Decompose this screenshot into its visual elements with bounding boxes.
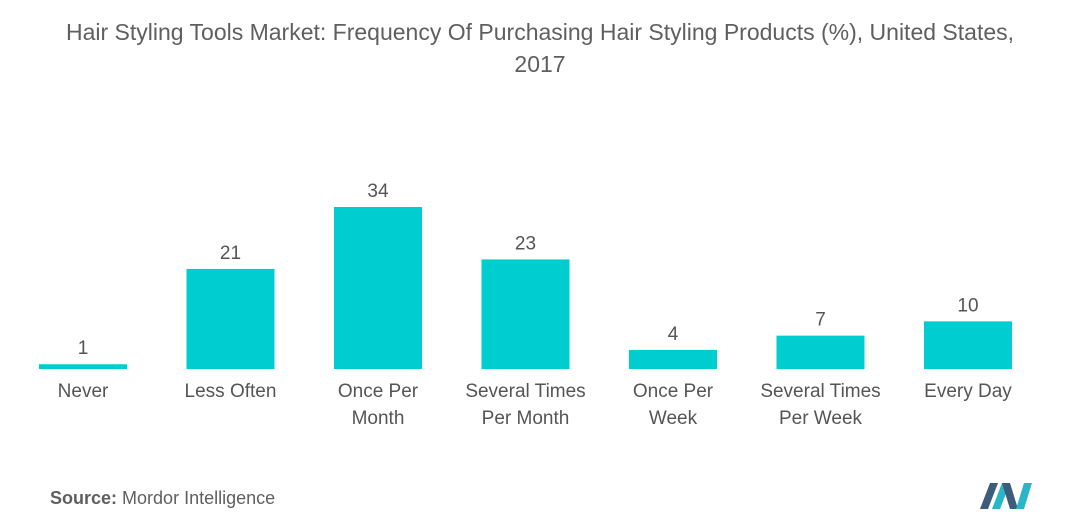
category-label-line: Every Day — [924, 381, 1012, 402]
category-label-line: Never — [58, 381, 109, 402]
category-label-3: Several Times Per Month — [465, 381, 585, 429]
bar-2 — [334, 207, 422, 369]
category-label-line: Several Times — [465, 381, 585, 402]
bar-1 — [186, 268, 275, 369]
source-text: Mordor Intelligence — [122, 488, 276, 508]
data-label-2: 34 — [367, 181, 389, 202]
category-label-line: Once Per — [633, 381, 714, 402]
source-label: Source: — [50, 488, 118, 508]
category-label-2: Once Per Month — [338, 381, 419, 429]
chart-title-line-2: 2017 — [514, 51, 566, 77]
data-label-4: 4 — [668, 324, 679, 345]
data-label-0: 1 — [78, 338, 89, 359]
category-label-line: Month — [352, 408, 405, 429]
category-label-1: Less Often — [185, 381, 277, 402]
bar-6 — [924, 321, 1012, 369]
data-label-3: 23 — [515, 233, 536, 254]
chart-title-line-1: Hair Styling Tools Market: Frequency Of … — [65, 19, 1015, 45]
category-label-line: Per Month — [482, 408, 570, 429]
category-label-6: Every Day — [924, 381, 1012, 402]
data-label-6: 10 — [957, 295, 978, 316]
category-label-line: Less Often — [185, 381, 277, 402]
bar-4 — [629, 349, 717, 369]
mordor-intelligence-logo-icon — [980, 483, 1032, 509]
bar-chart: 1 Never 21 Less Often 34 Once Per Month 23 Sever… — [39, 181, 1012, 429]
category-label-5: Several Times Per Week — [760, 381, 880, 429]
category-label-4: Once Per Week — [633, 381, 714, 429]
data-label-1: 21 — [220, 243, 241, 264]
category-label-line: Week — [649, 408, 698, 429]
bar-5 — [776, 335, 865, 369]
chart-title: Hair Styling Tools Market: Frequency Of … — [0, 16, 1080, 80]
data-label-5: 7 — [815, 310, 826, 331]
bar-3 — [481, 259, 570, 369]
bar-0 — [39, 364, 127, 369]
category-label-0: Never — [58, 381, 109, 402]
category-label-line: Per Week — [779, 408, 863, 429]
category-label-line: Once Per — [338, 381, 419, 402]
source-note: Source: Mordor Intelligence — [50, 488, 275, 509]
category-label-line: Several Times — [760, 381, 880, 402]
